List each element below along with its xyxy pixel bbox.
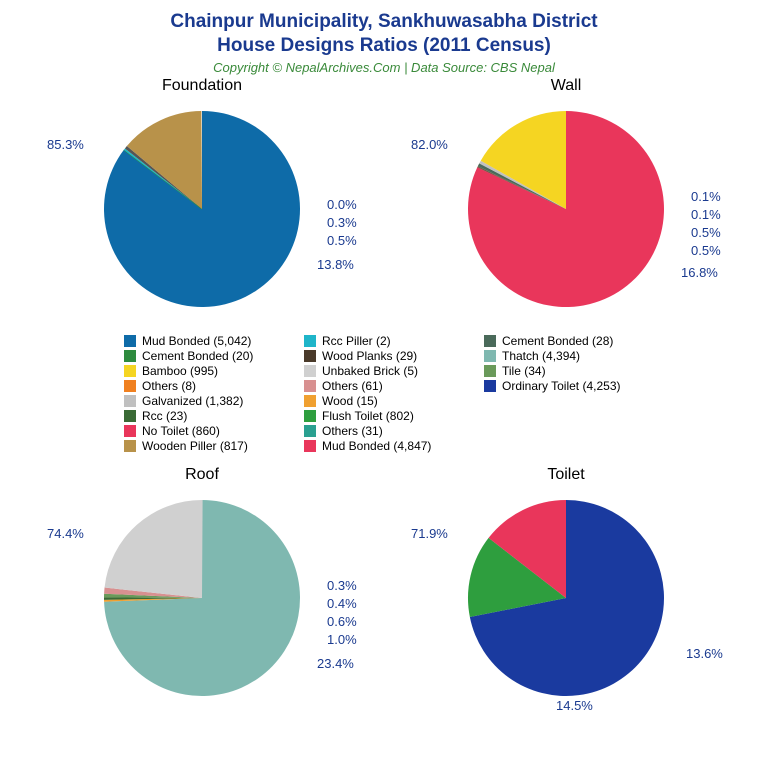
toilet-title: Toilet (391, 466, 741, 484)
legend-swatch (304, 350, 316, 362)
legend-item: Wood (15) (304, 394, 464, 408)
main-title-line1: Chainpur Municipality, Sankhuwasabha Dis… (20, 10, 748, 34)
slice-label: 13.8% (317, 257, 354, 272)
legend-text: Wooden Piller (817) (142, 439, 248, 453)
legend-item: Cement Bonded (20) (124, 349, 284, 363)
legend-item: Tile (34) (484, 364, 644, 378)
legend-swatch (124, 425, 136, 437)
legend-item: Others (61) (304, 379, 464, 393)
legend-item: Mud Bonded (4,847) (304, 439, 464, 453)
top-row: Foundation 85.3% 0.0% 0.3% 0.5% 13.8% Wall 8… (20, 77, 748, 332)
legend-text: Mud Bonded (4,847) (322, 439, 431, 453)
slice-label: 71.9% (411, 526, 448, 541)
legend-text: Rcc (23) (142, 409, 187, 423)
legend-swatch (124, 440, 136, 452)
legend-text: Cement Bonded (28) (502, 334, 613, 348)
slice-label: 0.5% (691, 243, 721, 258)
slice-label: 0.6% (327, 614, 357, 629)
foundation-chart: Foundation 85.3% 0.0% 0.3% 0.5% 13.8% (27, 77, 377, 332)
legend-swatch (304, 365, 316, 377)
legend-swatch (484, 350, 496, 362)
legend-item: Galvanized (1,382) (124, 394, 284, 408)
slice-label: 23.4% (317, 656, 354, 671)
slice-label: 16.8% (681, 265, 718, 280)
legend-text: Rcc Piller (2) (322, 334, 391, 348)
legend-item: Ordinary Toilet (4,253) (484, 379, 644, 393)
slice-label: 85.3% (47, 137, 84, 152)
legend-text: Others (31) (322, 424, 383, 438)
foundation-title: Foundation (27, 77, 377, 95)
roof-title: Roof (27, 466, 377, 484)
slice-label: 0.1% (691, 207, 721, 222)
legend-text: Bamboo (995) (142, 364, 218, 378)
slice-label: 0.1% (691, 189, 721, 204)
legend-swatch (484, 365, 496, 377)
legend-text: Galvanized (1,382) (142, 394, 243, 408)
legend-item: Others (8) (124, 379, 284, 393)
legend-text: No Toilet (860) (142, 424, 220, 438)
legend-text: Cement Bonded (20) (142, 349, 253, 363)
legend-swatch (304, 425, 316, 437)
slice-label: 74.4% (47, 526, 84, 541)
legend-item: Flush Toilet (802) (304, 409, 464, 423)
wall-pie: 82.0% 0.1% 0.1% 0.5% 0.5% 16.8% (391, 97, 741, 322)
legend-text: Wood Planks (29) (322, 349, 417, 363)
bottom-row: Roof 74.4% 0.3% 0.4% 0.6% 1.0% 23.4% Toilet 7… (20, 466, 748, 721)
slice-label: 13.6% (686, 646, 723, 661)
slice-label: 1.0% (327, 632, 357, 647)
legend-swatch (304, 380, 316, 392)
toilet-pie: 71.9% 13.6% 14.5% (391, 486, 741, 711)
legend-item: Others (31) (304, 424, 464, 438)
legend-text: Unbaked Brick (5) (322, 364, 418, 378)
legend-text: Ordinary Toilet (4,253) (502, 379, 621, 393)
legend-item: Thatch (4,394) (484, 349, 644, 363)
slice-label: 0.5% (327, 233, 357, 248)
legend-swatch (484, 380, 496, 392)
slice-label: 0.3% (327, 215, 357, 230)
legend-item: Rcc Piller (2) (304, 334, 464, 348)
legend-swatch (304, 395, 316, 407)
legend-text: Mud Bonded (5,042) (142, 334, 251, 348)
legend-swatch (304, 410, 316, 422)
legend-item: No Toilet (860) (124, 424, 284, 438)
slice-label: 0.4% (327, 596, 357, 611)
legend-text: Wood (15) (322, 394, 378, 408)
legend-swatch (124, 395, 136, 407)
legend: Mud Bonded (5,042)Cement Bonded (20)Bamb… (24, 334, 744, 464)
slice-label: 14.5% (556, 698, 593, 713)
subtitle: Copyright © NepalArchives.Com | Data Sou… (20, 60, 748, 75)
legend-swatch (304, 335, 316, 347)
wall-chart: Wall 82.0% 0.1% 0.1% 0.5% 0.5% 16.8% (391, 77, 741, 332)
legend-swatch (304, 440, 316, 452)
slice-label: 0.3% (327, 578, 357, 593)
foundation-pie: 85.3% 0.0% 0.3% 0.5% 13.8% (27, 97, 377, 322)
legend-item: Cement Bonded (28) (484, 334, 644, 348)
legend-text: Thatch (4,394) (502, 349, 580, 363)
legend-item: Wood Planks (29) (304, 349, 464, 363)
title-block: Chainpur Municipality, Sankhuwasabha Dis… (20, 10, 748, 75)
slice-label: 0.5% (691, 225, 721, 240)
main-title-line2: House Designs Ratios (2011 Census) (20, 34, 748, 58)
legend-text: Tile (34) (502, 364, 546, 378)
slice-label: 0.0% (327, 197, 357, 212)
legend-swatch (124, 410, 136, 422)
legend-item: Wooden Piller (817) (124, 439, 284, 453)
wall-title: Wall (391, 77, 741, 95)
legend-text: Flush Toilet (802) (322, 409, 414, 423)
toilet-chart: Toilet 71.9% 13.6% 14.5% (391, 466, 741, 721)
legend-swatch (124, 380, 136, 392)
roof-pie: 74.4% 0.3% 0.4% 0.6% 1.0% 23.4% (27, 486, 377, 711)
slice-label: 82.0% (411, 137, 448, 152)
legend-text: Others (8) (142, 379, 196, 393)
legend-swatch (124, 335, 136, 347)
legend-swatch (484, 335, 496, 347)
legend-text: Others (61) (322, 379, 383, 393)
legend-swatch (124, 365, 136, 377)
roof-chart: Roof 74.4% 0.3% 0.4% 0.6% 1.0% 23.4% (27, 466, 377, 721)
legend-item: Mud Bonded (5,042) (124, 334, 284, 348)
legend-item: Bamboo (995) (124, 364, 284, 378)
legend-swatch (124, 350, 136, 362)
legend-item: Rcc (23) (124, 409, 284, 423)
legend-item: Unbaked Brick (5) (304, 364, 464, 378)
